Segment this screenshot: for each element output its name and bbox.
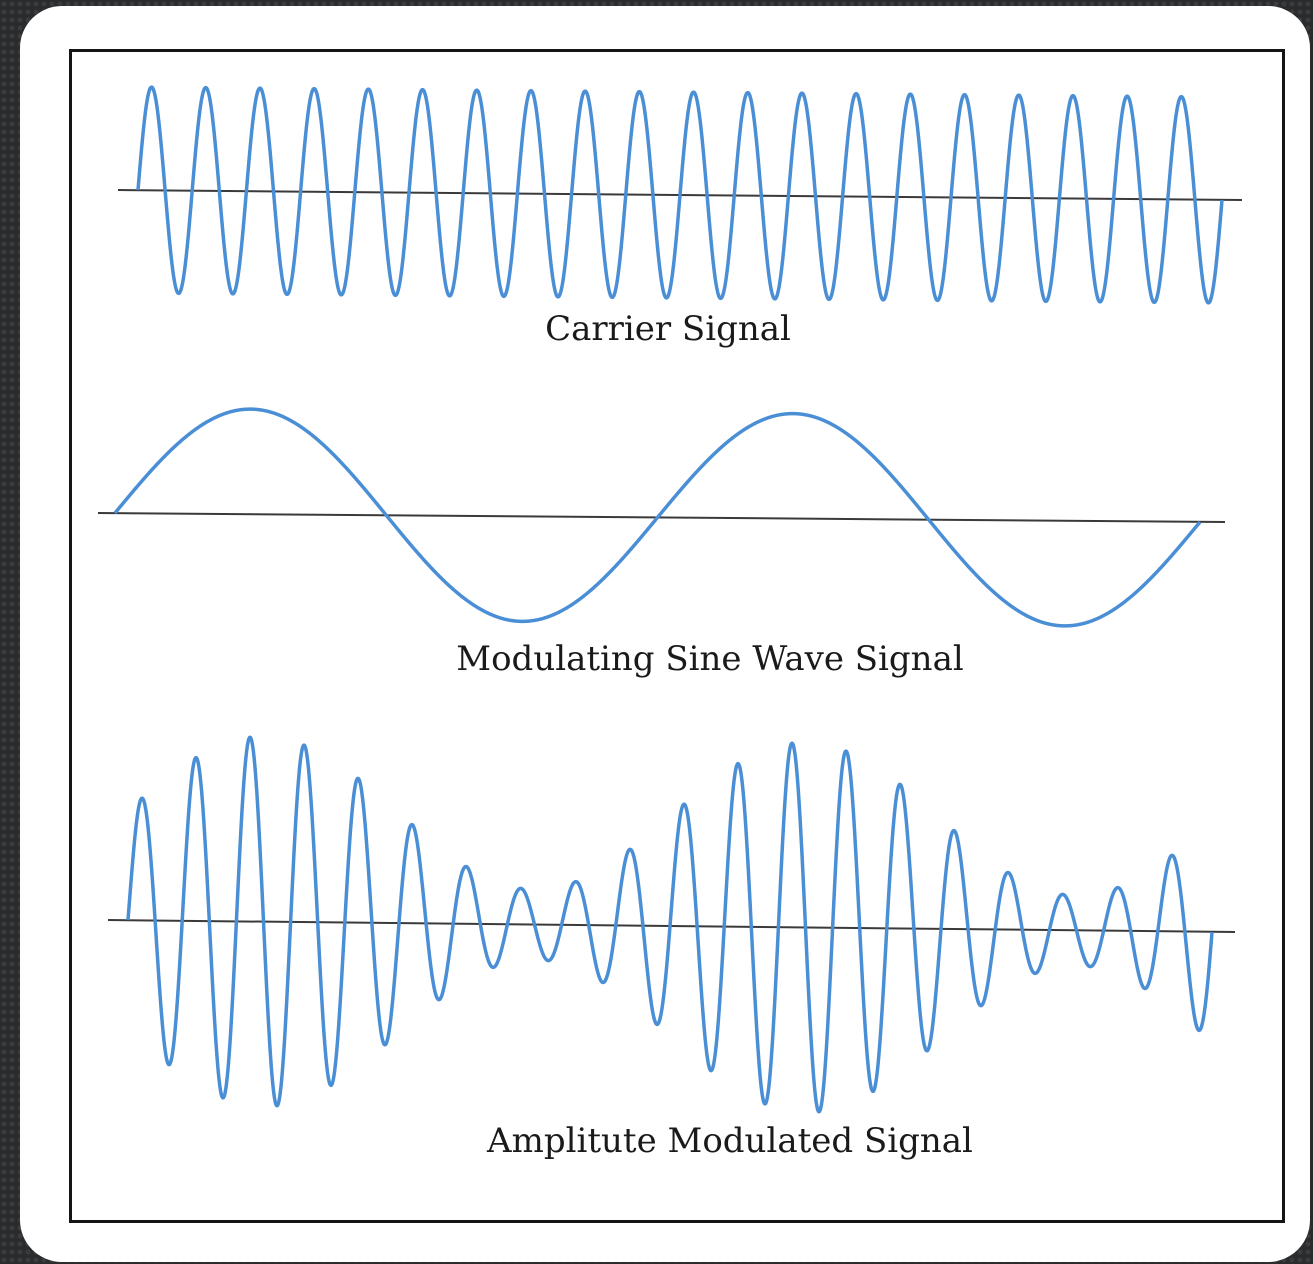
modulating-axis xyxy=(97,512,1226,523)
modulating-caption: Modulating Sine Wave Signal xyxy=(456,639,963,679)
modulated-wave xyxy=(126,735,1214,1114)
modulating-panel: Modulating Sine Wave Signal xyxy=(97,407,1226,679)
carrier-wave xyxy=(136,85,1224,305)
carrier-caption: Carrier Signal xyxy=(545,309,791,349)
modulating-wave xyxy=(113,407,1202,628)
modulated-panel: Amplitute Modulated Signal xyxy=(107,735,1236,1161)
modulated-caption: Amplitute Modulated Signal xyxy=(486,1121,973,1161)
carrier-panel: Carrier Signal xyxy=(117,85,1243,349)
